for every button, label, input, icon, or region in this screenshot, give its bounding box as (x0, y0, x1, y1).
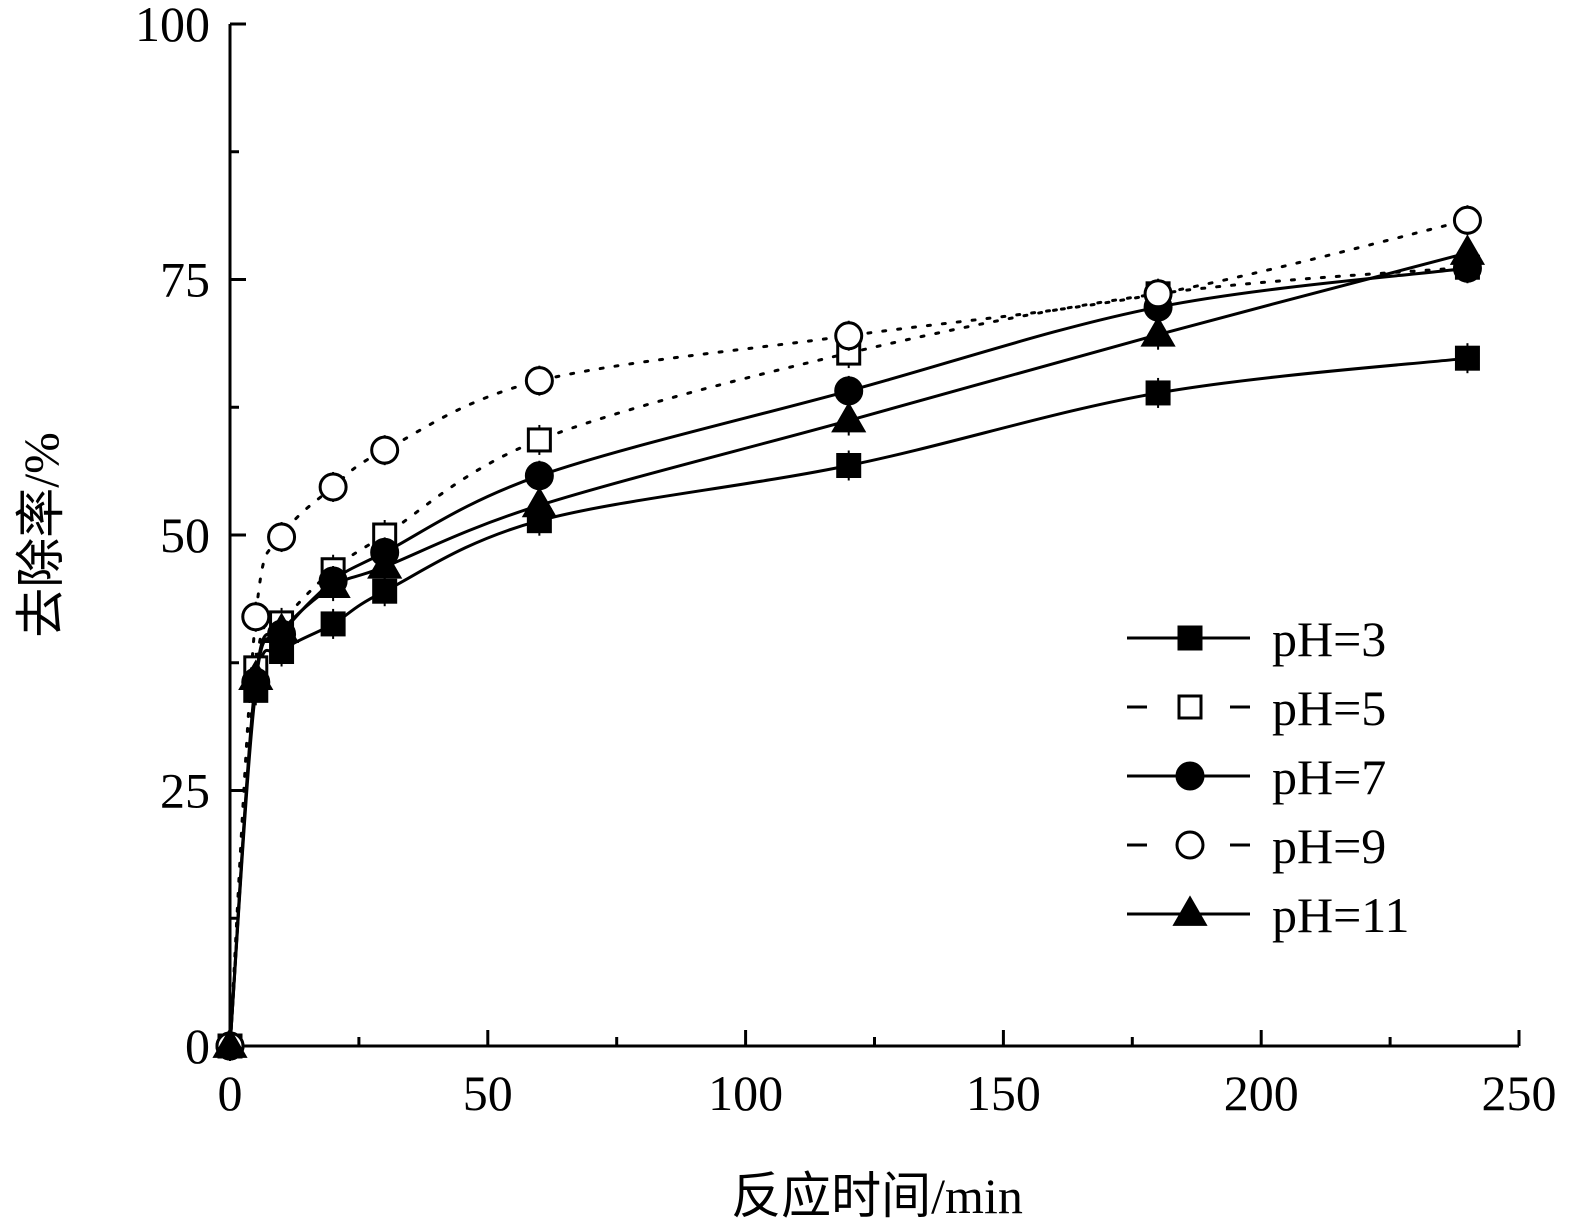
data-point (318, 472, 348, 502)
legend-marker (1175, 830, 1205, 860)
data-point (367, 548, 403, 579)
x-tick-label: 200 (1224, 1065, 1299, 1121)
x-tick-label: 50 (463, 1065, 513, 1121)
data-point (524, 461, 554, 491)
data-point (320, 611, 346, 637)
axes: 0 50 100 150 200 250 0 25 50 75 100 (135, 0, 1557, 1121)
data-point (372, 578, 398, 604)
data-point (241, 602, 271, 632)
x-tick-label: 0 (218, 1065, 243, 1121)
legend-item-3: pH=7 (1127, 749, 1386, 805)
y-tick-label: 0 (185, 1018, 210, 1074)
y-tick-label: 100 (135, 0, 210, 52)
legend-marker (1175, 761, 1205, 791)
data-point (521, 486, 557, 518)
data-point (1449, 234, 1486, 265)
data-point (267, 522, 297, 552)
x-tick-label: 150 (966, 1065, 1041, 1121)
data-point (212, 1027, 248, 1058)
series-layer (212, 205, 1486, 1061)
series-5 (212, 234, 1486, 1061)
legend-marker (1172, 895, 1208, 926)
legend-label: pH=3 (1272, 611, 1386, 667)
legend: pH=3 pH=5 pH=7 pH=9 pH=11 (1127, 611, 1409, 943)
data-point (834, 321, 864, 351)
data-point (526, 427, 552, 453)
data-point (524, 366, 554, 396)
data-point (1140, 316, 1176, 347)
legend-marker (1177, 694, 1203, 720)
legend-item-2: pH=5 (1127, 680, 1386, 736)
data-point (315, 567, 351, 598)
data-point (1145, 380, 1171, 406)
legend-item-4: pH=9 (1127, 818, 1386, 874)
x-axis-title: 反应时间/min (731, 1168, 1023, 1224)
y-axis-title: 去除率/% (13, 432, 69, 638)
legend-item-1: pH=3 (1127, 611, 1386, 667)
data-point (831, 401, 867, 433)
data-point (1452, 205, 1482, 235)
legend-item-5: pH=11 (1127, 887, 1409, 943)
legend-label: pH=11 (1272, 887, 1409, 943)
legend-marker (1177, 625, 1203, 651)
data-point (238, 659, 274, 690)
x-tick-label: 100 (708, 1065, 783, 1121)
y-tick-label: 75 (160, 252, 210, 308)
legend-label: pH=7 (1272, 749, 1386, 805)
data-point (834, 376, 864, 406)
data-point (263, 612, 300, 643)
x-tick-label: 250 (1482, 1065, 1557, 1121)
data-point (836, 453, 862, 479)
data-point (370, 435, 400, 465)
y-tick-label: 25 (160, 763, 210, 819)
data-point (1143, 279, 1173, 309)
data-point (1454, 345, 1480, 371)
y-tick-label: 50 (160, 507, 210, 563)
legend-label: pH=9 (1272, 818, 1386, 874)
legend-label: pH=5 (1272, 680, 1386, 736)
